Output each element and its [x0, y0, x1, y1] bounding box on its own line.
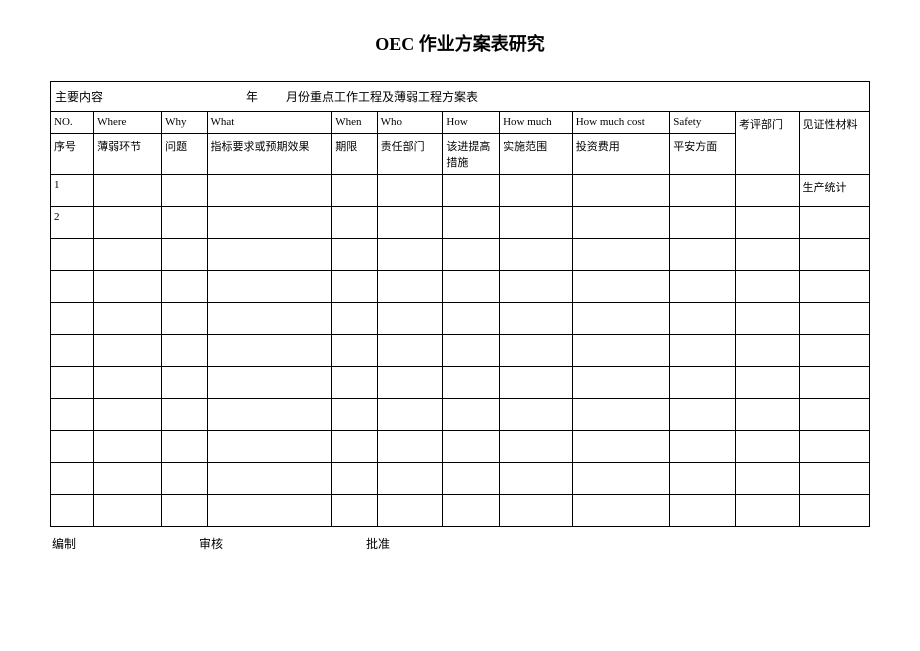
subtitle-year: 年 [246, 88, 258, 105]
cell-who [377, 175, 443, 207]
cell-howmuch [500, 207, 573, 239]
cell-howmuchcost [572, 175, 670, 207]
header-where-cn: 薄弱环节 [94, 134, 162, 175]
header-where-en: Where [94, 112, 162, 134]
header-howmuchcost-cn: 投资费用 [572, 134, 670, 175]
header-no-cn: 序号 [51, 134, 94, 175]
table-row [51, 399, 870, 431]
page-title: OEC 作业方案表研究 [50, 30, 870, 56]
footer-pizhun: 批准 [366, 535, 390, 552]
table-row [51, 239, 870, 271]
header-howmuch-en: How much [500, 112, 573, 134]
header-material: 见证性材料 [799, 112, 869, 175]
cell-howmuch [500, 175, 573, 207]
cell-when [332, 175, 377, 207]
header-how-cn: 该进提高措施 [443, 134, 500, 175]
cell-where [94, 175, 162, 207]
cell-where [94, 207, 162, 239]
cell-how [443, 175, 500, 207]
cell-who [377, 207, 443, 239]
header-howmuchcost-en: How much cost [572, 112, 670, 134]
cell-material: 生产统计 [799, 175, 869, 207]
header-no-en: NO. [51, 112, 94, 134]
footer-bianzhi: 编制 [52, 535, 76, 552]
cell-how [443, 207, 500, 239]
footer-shenhe: 审核 [199, 535, 223, 552]
cell-what [207, 207, 332, 239]
table-row [51, 335, 870, 367]
cell-howmuchcost [572, 207, 670, 239]
header-when-en: When [332, 112, 377, 134]
subtitle-row: 主要内容 年 月份重点工作工程及薄弱工程方案表 [50, 81, 870, 111]
footer-row: 编制 审核 批准 [50, 535, 870, 552]
cell-why [162, 207, 207, 239]
header-why-cn: 问题 [162, 134, 207, 175]
table-row [51, 495, 870, 527]
header-safety-en: Safety [670, 112, 736, 134]
header-row-en: NO. Where Why What When Who How How much… [51, 112, 870, 134]
table-row [51, 303, 870, 335]
cell-safety [670, 207, 736, 239]
header-safety-cn: 平安方面 [670, 134, 736, 175]
subtitle-label: 主要内容 [55, 88, 103, 105]
cell-material [799, 207, 869, 239]
cell-why [162, 175, 207, 207]
table-row [51, 463, 870, 495]
cell-no: 2 [51, 207, 94, 239]
subtitle-rest: 月份重点工作工程及薄弱工程方案表 [286, 88, 478, 105]
cell-what [207, 175, 332, 207]
header-how-en: How [443, 112, 500, 134]
cell-dept [736, 175, 800, 207]
header-when-cn: 期限 [332, 134, 377, 175]
header-what-cn: 指标要求或预期效果 [207, 134, 332, 175]
header-dept: 考评部门 [736, 112, 800, 175]
cell-no: 1 [51, 175, 94, 207]
header-who-cn: 责任部门 [377, 134, 443, 175]
table-row [51, 271, 870, 303]
header-who-en: Who [377, 112, 443, 134]
cell-no [51, 239, 94, 271]
header-what-en: What [207, 112, 332, 134]
table-row: 1 生产统计 [51, 175, 870, 207]
cell-when [332, 207, 377, 239]
cell-safety [670, 175, 736, 207]
cell-dept [736, 207, 800, 239]
oec-table: NO. Where Why What When Who How How much… [50, 111, 870, 527]
header-howmuch-cn: 实施范围 [500, 134, 573, 175]
table-row [51, 367, 870, 399]
header-why-en: Why [162, 112, 207, 134]
table-row [51, 431, 870, 463]
table-row: 2 [51, 207, 870, 239]
